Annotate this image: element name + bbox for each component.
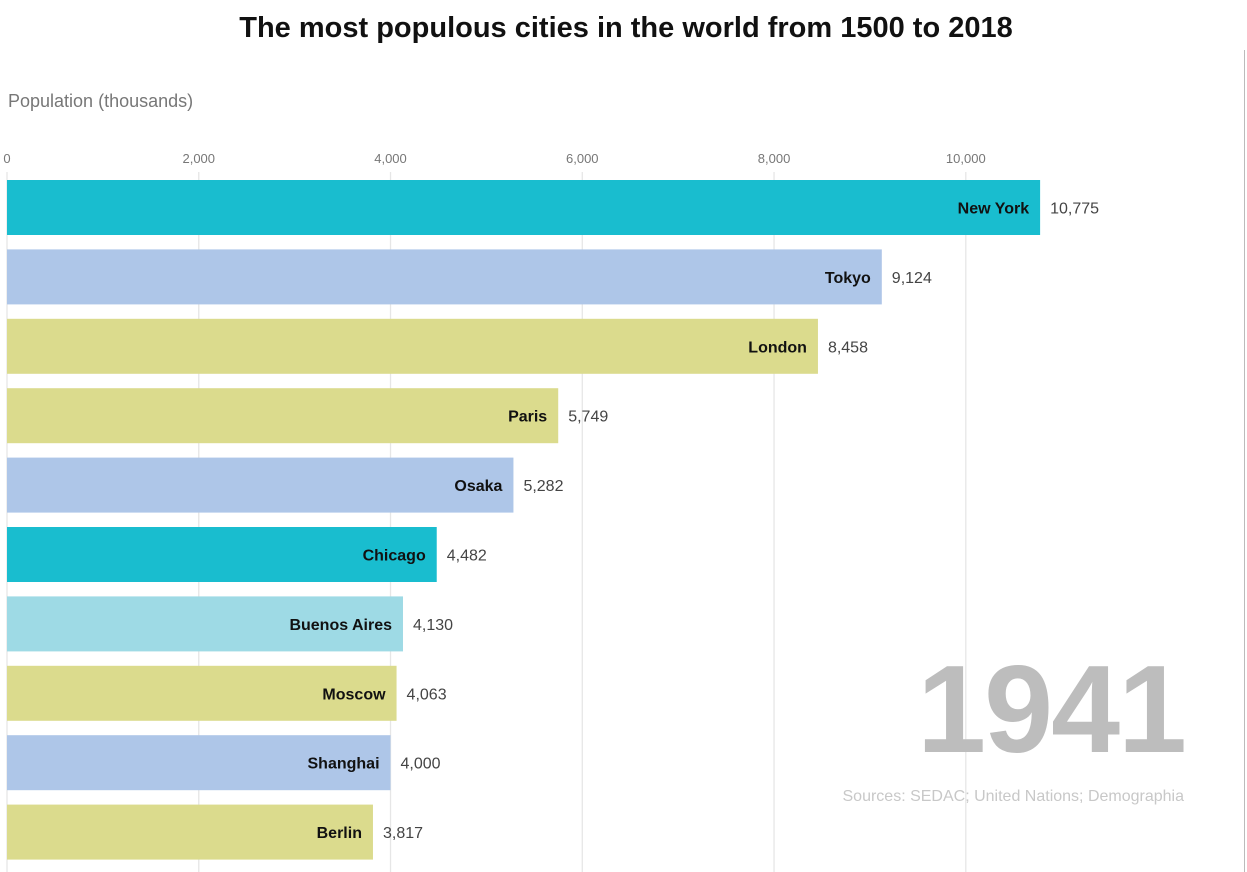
bar [7,180,1041,235]
bar-category-label: Paris [508,409,547,426]
bar [7,388,559,444]
bar-category-label: Tokyo [825,270,871,287]
bar [7,596,403,652]
source-label: Sources: SEDAC; United Nations; Demograp… [842,788,1185,805]
bar-value-label: 4,063 [407,686,447,703]
bar-category-label: Osaka [454,478,502,495]
bar-value-label: 4,482 [447,548,487,565]
bar-category-label: Shanghai [308,756,380,773]
bar-category-label: London [748,339,807,356]
bar [7,735,391,791]
x-tick-label: 0 [3,151,10,166]
x-tick-label: 2,000 [182,151,215,166]
bar [7,457,514,513]
bar [7,527,437,582]
bar-value-label: 8,458 [828,339,868,356]
bar-value-label: 4,000 [401,756,441,773]
frame-edge [1244,50,1245,872]
bar-value-label: 5,749 [568,409,608,426]
bar-value-label: 4,130 [413,617,453,634]
bar [7,804,373,860]
bar-category-label: Berlin [317,825,362,842]
x-tick-label: 10,000 [946,151,986,166]
bar-value-label: 9,124 [892,270,932,287]
bar-value-label: 10,775 [1050,201,1099,218]
chart-title: The most populous cities in the world fr… [239,12,1013,44]
bar-category-label: New York [958,201,1030,218]
bar-category-label: Chicago [363,548,426,565]
bar-value-label: 3,817 [383,825,423,842]
bar-category-label: Buenos Aires [289,617,392,634]
bar [7,318,818,374]
axis-label: Population (thousands) [8,91,194,111]
bar [7,249,882,305]
bar [7,665,397,721]
year-label: 1941 [917,641,1187,779]
x-tick-label: 6,000 [566,151,599,166]
bar-category-label: Moscow [322,686,386,703]
x-tick-label: 4,000 [374,151,407,166]
x-tick-label: 8,000 [758,151,791,166]
bar-value-label: 5,282 [523,478,563,495]
